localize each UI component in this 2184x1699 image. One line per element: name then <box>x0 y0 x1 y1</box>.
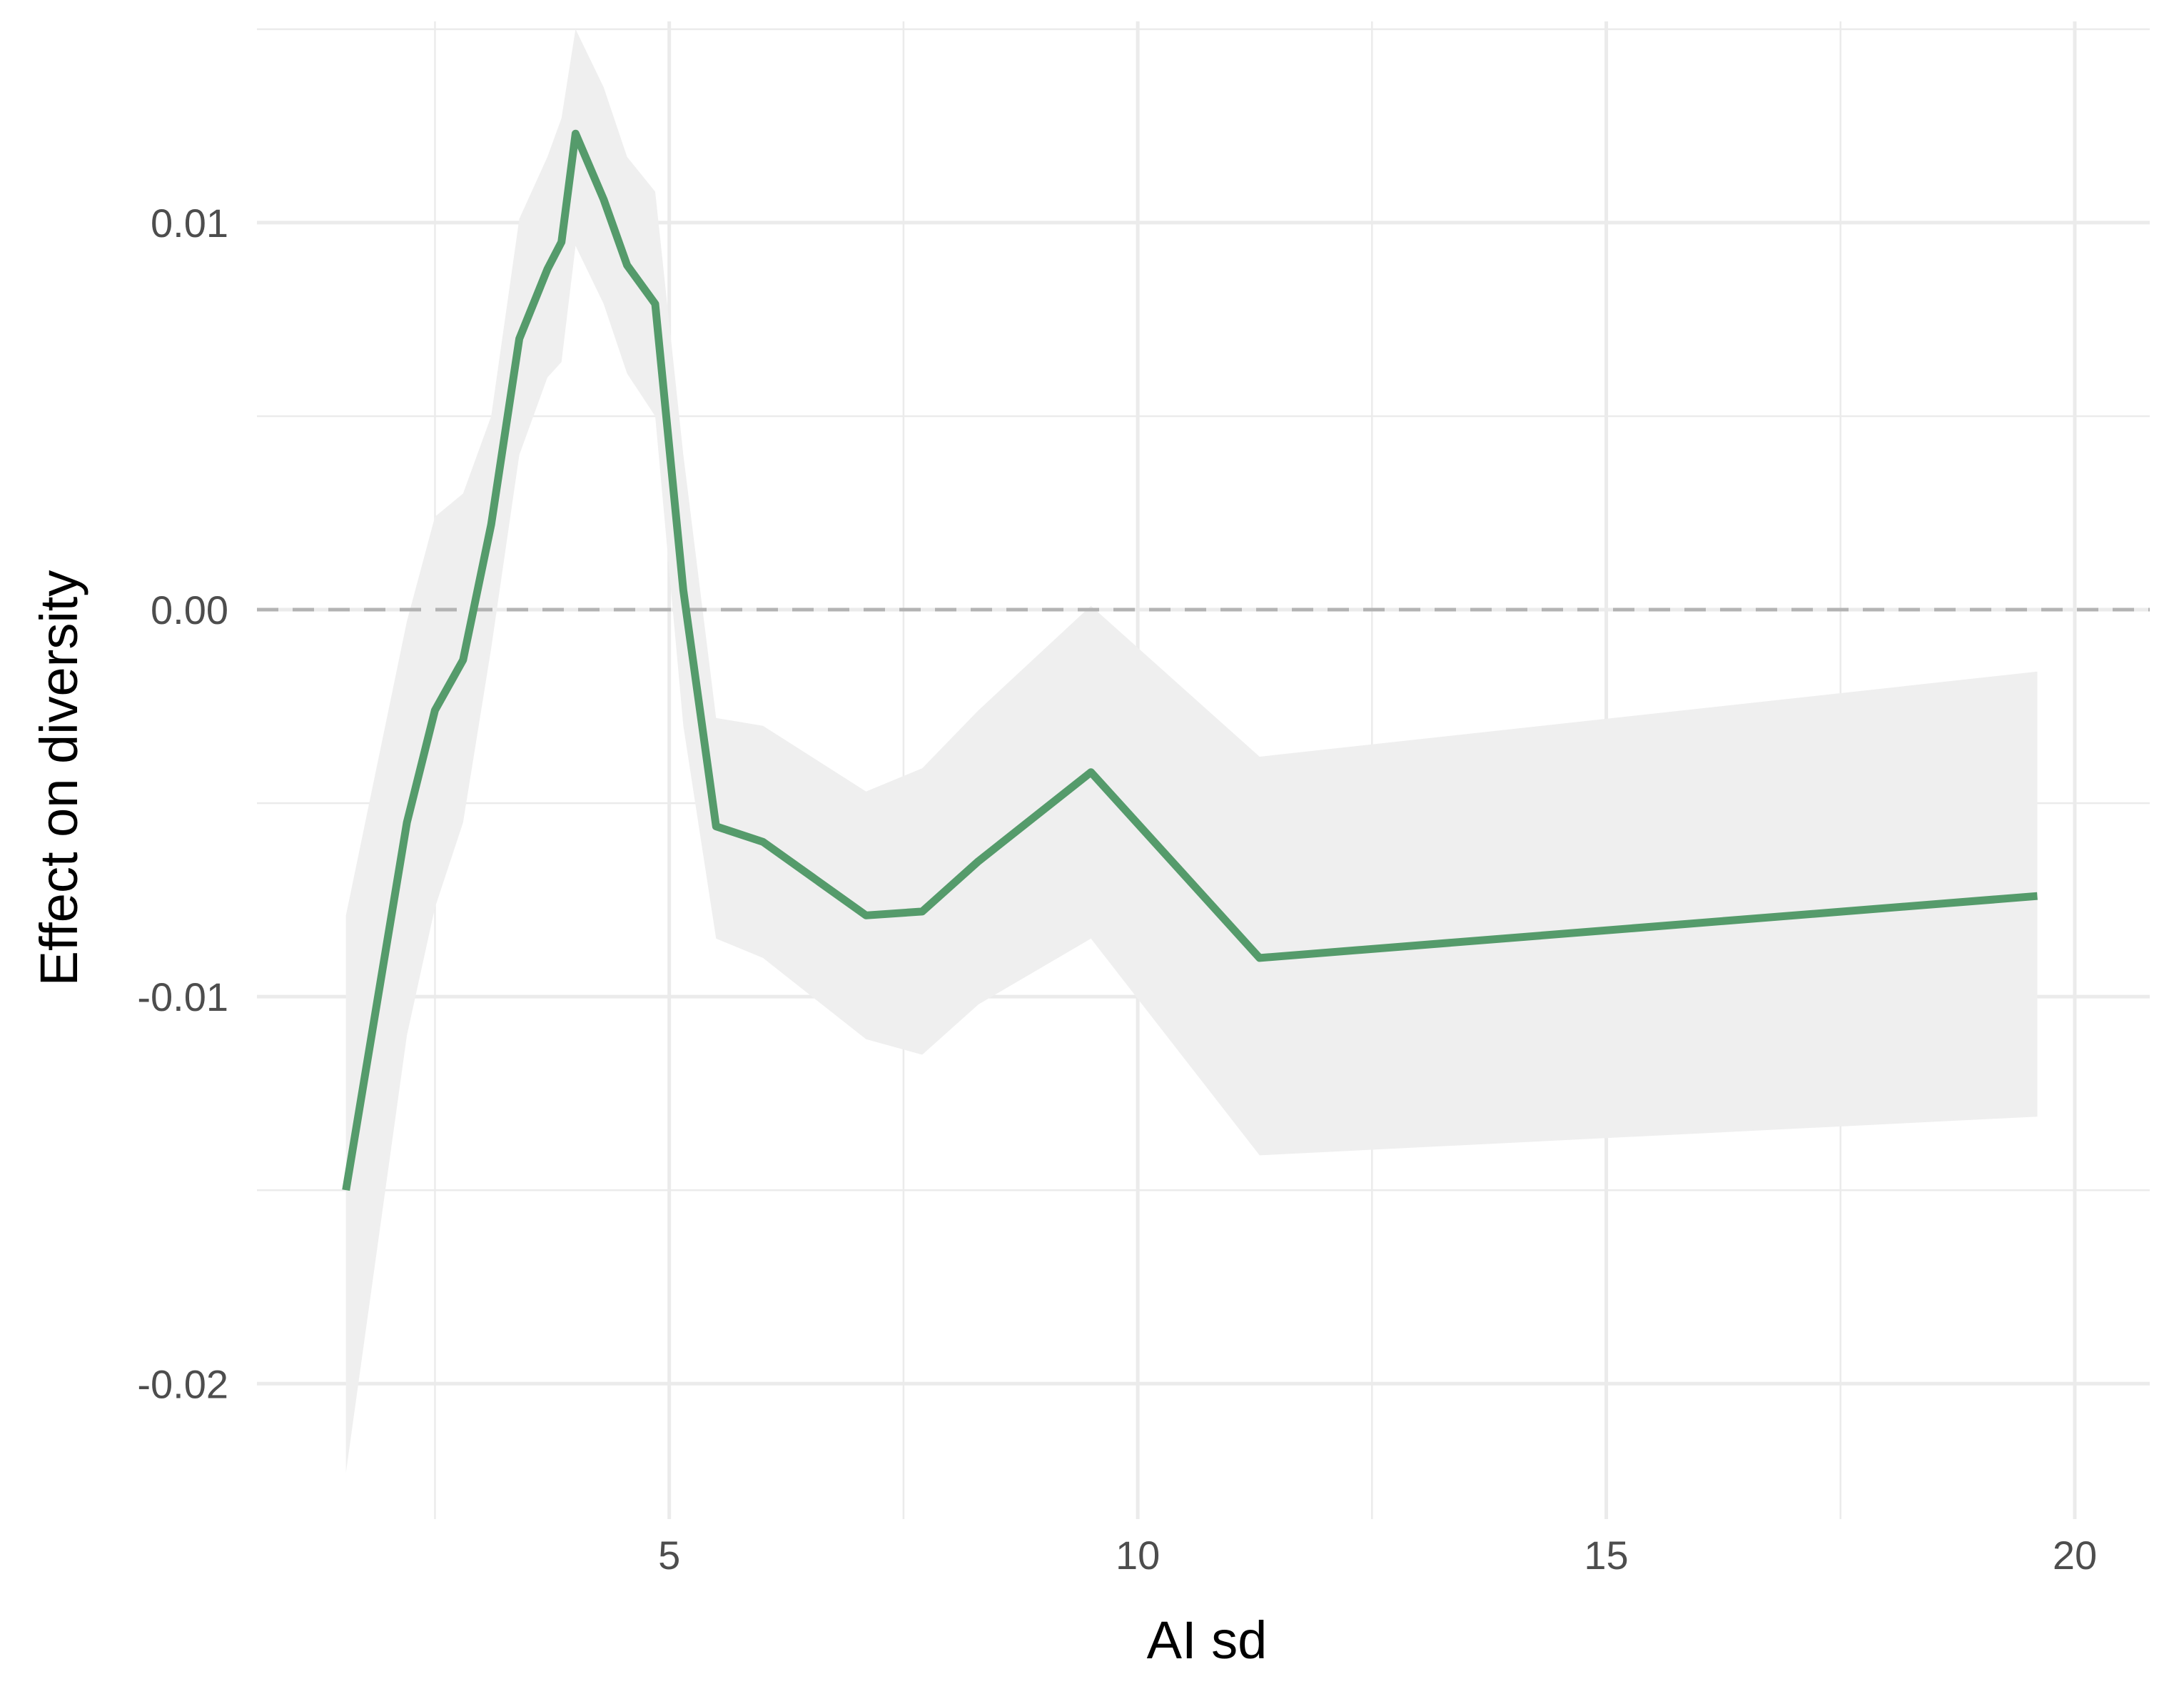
x-tick-label: 10 <box>1116 1533 1160 1578</box>
y-tick-label: 0.00 <box>151 588 228 632</box>
y-tick-label: 0.01 <box>151 201 228 246</box>
x-tick-label: 20 <box>2053 1533 2097 1578</box>
series-line <box>342 129 2038 1191</box>
x-axis-title: AI sd <box>1147 1610 1268 1670</box>
y-tick-labels: -0.02 -0.01 0.00 0.01 <box>137 201 228 1406</box>
series-lines <box>342 129 2038 1191</box>
confidence-ribbon <box>345 29 2038 1473</box>
x-tick-label: 5 <box>658 1533 680 1578</box>
y-axis-title: Effect on diversity <box>29 570 89 987</box>
y-tick-label: -0.02 <box>137 1361 228 1406</box>
confidence-ribbons <box>345 29 2038 1473</box>
x-tick-labels: 5 10 15 20 <box>658 1533 2097 1578</box>
x-tick-label: 15 <box>1584 1533 1628 1578</box>
y-tick-label: -0.01 <box>137 974 228 1019</box>
